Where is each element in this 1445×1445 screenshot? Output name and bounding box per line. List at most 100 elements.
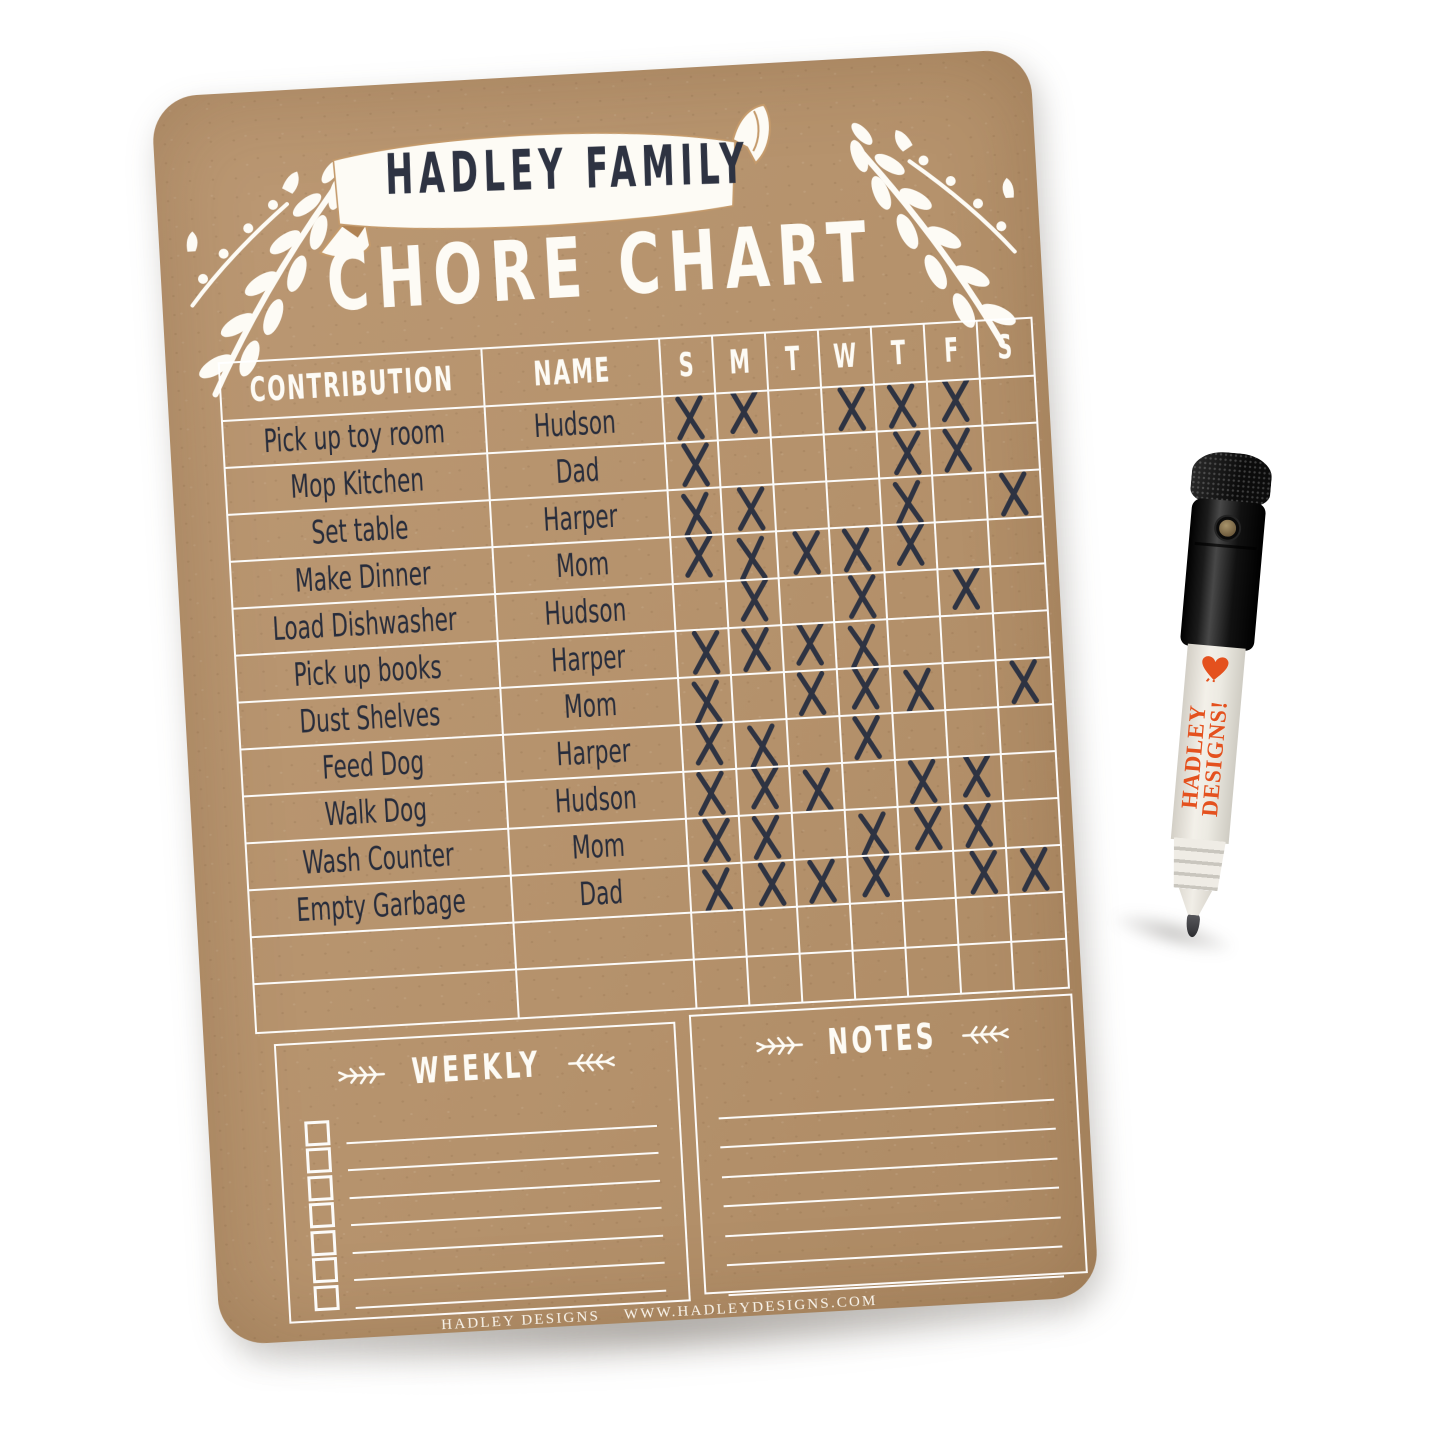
x-mark bbox=[903, 667, 933, 713]
x-mark bbox=[702, 817, 729, 862]
day-cell bbox=[956, 895, 1013, 946]
day-cell bbox=[885, 570, 942, 621]
day-cell bbox=[835, 620, 891, 671]
x-mark bbox=[747, 723, 777, 769]
x-mark bbox=[702, 867, 732, 913]
x-mark bbox=[887, 383, 915, 428]
day-cell bbox=[684, 769, 740, 820]
sprig-icon bbox=[338, 1065, 386, 1084]
x-mark bbox=[808, 858, 836, 903]
day-cell bbox=[888, 617, 944, 668]
day-cell bbox=[665, 441, 722, 492]
x-mark bbox=[962, 755, 989, 797]
x-mark bbox=[737, 486, 764, 531]
day-header: S bbox=[660, 336, 717, 398]
x-mark bbox=[914, 806, 941, 851]
day-cell bbox=[792, 810, 849, 861]
marker-brand-text: HADLEY DESIGNS! bbox=[1177, 681, 1238, 835]
day-header: T bbox=[765, 330, 823, 392]
day-cell bbox=[671, 535, 727, 586]
day-cell bbox=[895, 758, 952, 808]
day-cell bbox=[948, 755, 1005, 805]
marker-grip-ribs bbox=[1170, 837, 1226, 891]
day-cell bbox=[689, 863, 746, 914]
weekly-checkbox bbox=[304, 1119, 331, 1147]
x-mark bbox=[751, 767, 778, 809]
weekly-checkbox bbox=[310, 1229, 337, 1256]
x-mark bbox=[697, 770, 725, 815]
x-mark bbox=[848, 574, 875, 619]
sprig-icon bbox=[961, 1024, 1009, 1044]
day-cell bbox=[986, 470, 1042, 521]
day-cell bbox=[954, 848, 1010, 899]
day-cell bbox=[877, 429, 934, 480]
x-mark bbox=[681, 442, 708, 487]
x-mark bbox=[952, 567, 979, 609]
day-cell bbox=[875, 382, 931, 433]
day-cell bbox=[991, 564, 1047, 615]
x-mark bbox=[941, 380, 968, 422]
day-cell bbox=[882, 523, 939, 574]
x-mark bbox=[908, 758, 936, 803]
day-cell bbox=[822, 385, 878, 436]
day-cell bbox=[686, 816, 743, 867]
x-mark bbox=[969, 849, 996, 894]
weekly-section: WEEKLY bbox=[273, 1021, 691, 1324]
day-cell bbox=[734, 719, 791, 770]
ribbon-icon bbox=[318, 103, 771, 259]
day-cell bbox=[943, 661, 1000, 712]
day-cell bbox=[1007, 845, 1063, 896]
day-cell bbox=[1009, 892, 1066, 943]
day-cell bbox=[946, 708, 1002, 759]
chore-grid: CONTRIBUTION NAME S M T W T F S Pick up toy room H… bbox=[217, 316, 1070, 1035]
notes-section: NOTES bbox=[688, 993, 1088, 1296]
day-cell bbox=[832, 573, 889, 624]
x-mark bbox=[691, 679, 721, 725]
day-cell bbox=[692, 910, 748, 961]
day-cell bbox=[893, 711, 949, 761]
day-cell bbox=[1001, 752, 1058, 802]
day-cell bbox=[721, 485, 778, 536]
x-mark bbox=[691, 630, 718, 675]
laurel-branch-icon bbox=[850, 122, 1017, 346]
x-mark bbox=[892, 479, 922, 525]
heart-icon bbox=[1202, 656, 1229, 684]
day-cell bbox=[843, 760, 899, 811]
day-cell bbox=[935, 520, 992, 571]
day-cell bbox=[1004, 799, 1060, 849]
day-cell bbox=[983, 423, 1040, 474]
x-mark bbox=[964, 802, 992, 847]
day-cell bbox=[663, 394, 719, 445]
day-cell bbox=[845, 807, 902, 858]
day-cell bbox=[790, 763, 846, 814]
x-mark bbox=[736, 535, 766, 581]
weekly-title: WEEKLY bbox=[410, 1043, 543, 1093]
x-mark bbox=[796, 623, 823, 665]
day-cell bbox=[930, 426, 987, 477]
weekly-checkbox bbox=[305, 1147, 333, 1174]
day-cell bbox=[673, 582, 730, 633]
day-cell bbox=[840, 714, 896, 764]
day-cell bbox=[694, 957, 751, 1008]
day-cell bbox=[739, 813, 796, 864]
day-cell bbox=[718, 438, 775, 489]
day-cell bbox=[996, 658, 1053, 709]
day-cell bbox=[901, 851, 957, 902]
day-cell bbox=[850, 901, 907, 952]
x-mark bbox=[837, 386, 864, 431]
day-cell bbox=[679, 675, 735, 726]
x-mark bbox=[685, 535, 712, 577]
x-mark bbox=[896, 523, 923, 565]
day-cell bbox=[737, 766, 793, 817]
day-cell bbox=[993, 611, 1050, 662]
magnet-dot bbox=[1215, 515, 1241, 541]
day-cell bbox=[938, 567, 994, 618]
notes-title: NOTES bbox=[826, 1015, 939, 1064]
x-mark bbox=[730, 391, 757, 433]
day-cell bbox=[941, 614, 997, 665]
day-cell bbox=[824, 432, 881, 483]
dry-erase-marker: HADLEY DESIGNS! bbox=[1135, 448, 1290, 954]
marker-cap bbox=[1179, 497, 1267, 652]
x-mark bbox=[853, 714, 881, 759]
x-mark bbox=[1000, 471, 1028, 516]
